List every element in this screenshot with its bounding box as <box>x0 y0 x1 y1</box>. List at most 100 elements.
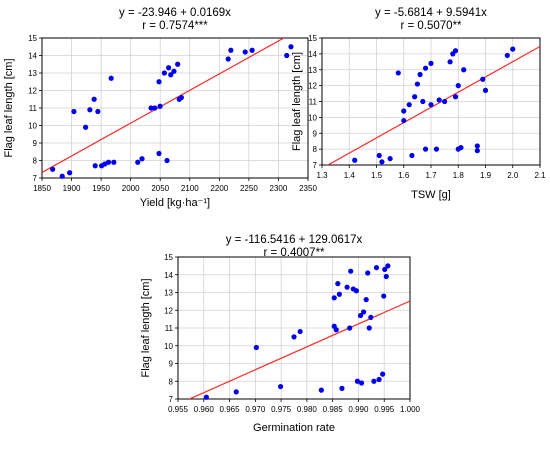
data-point <box>395 70 401 76</box>
data-point <box>175 61 181 67</box>
data-point <box>336 291 342 297</box>
data-point <box>83 124 89 130</box>
regression-equation: y = -116.5416 + 129.0617x <box>226 234 363 246</box>
data-point <box>455 83 461 89</box>
data-point <box>166 65 172 71</box>
data-point <box>363 297 369 303</box>
data-point <box>318 387 324 393</box>
y-tick-label: 8 <box>33 157 38 166</box>
x-tick-label: 2300 <box>270 184 288 193</box>
data-point <box>482 87 489 93</box>
data-point <box>228 47 234 53</box>
x-tick-label: 0.975 <box>271 405 292 414</box>
y-tick-label: 15 <box>164 253 173 262</box>
x-tick-label: 2050 <box>151 184 169 193</box>
data-point <box>383 273 389 280</box>
y-tick-label: 7 <box>169 395 174 404</box>
data-point <box>178 94 184 101</box>
data-point <box>277 383 284 390</box>
data-point <box>381 293 387 299</box>
data-point <box>417 71 423 78</box>
scatter-chart-1: 7 8 9 10 11 12 13 14 15 1850 1900 1950 2000 2050 2100 2… <box>3 7 317 209</box>
data-point <box>92 163 98 169</box>
data-point <box>331 295 337 301</box>
data-point <box>401 108 407 114</box>
data-point <box>348 268 354 274</box>
x-tick-label: 0.965 <box>220 405 241 414</box>
data-point <box>382 266 388 273</box>
x-axis-label: Germination rate <box>253 422 335 434</box>
data-point <box>401 117 407 124</box>
plot-frame <box>41 37 309 179</box>
data-point <box>354 378 361 384</box>
data-point <box>428 102 434 108</box>
y-tick-label: 9 <box>313 129 318 138</box>
y-tick-label: 11 <box>309 98 318 107</box>
data-point <box>422 65 429 71</box>
x-tick-label: 1.9 <box>480 171 492 180</box>
x-tick-label: 0.955 <box>168 405 189 414</box>
x-tick-label: 2000 <box>122 184 140 193</box>
y-axis-label: Flag leaf length [cm] <box>3 58 15 157</box>
regression-equation: y = -23.946 + 0.0169x <box>119 7 231 19</box>
y-tick-label: 14 <box>308 50 317 59</box>
data-point <box>242 49 248 55</box>
y-tick-label: 10 <box>28 122 37 131</box>
data-point <box>458 144 464 151</box>
data-point <box>452 48 459 54</box>
y-tick-label: 13 <box>28 69 37 78</box>
x-tick-label: 2100 <box>181 184 199 193</box>
data-point <box>91 96 97 102</box>
data-point <box>371 378 377 384</box>
x-tick-label: 1.5 <box>371 171 383 180</box>
x-tick-label: 1.000 <box>400 405 421 414</box>
data-point <box>352 157 358 163</box>
data-point <box>366 325 372 331</box>
y-tick-label: 8 <box>313 145 318 154</box>
data-point <box>474 148 480 154</box>
data-point <box>249 47 255 53</box>
data-point <box>385 263 391 269</box>
data-point <box>474 143 480 149</box>
data-point <box>347 325 353 331</box>
data-point <box>156 150 162 157</box>
correlation-label: r = 0.4007** <box>263 247 325 259</box>
data-point <box>95 108 101 115</box>
x-tick-label: 1.6 <box>398 171 410 180</box>
data-point <box>420 98 426 105</box>
regression-line <box>326 45 540 165</box>
y-axis-label: Flag leaf length [cm] <box>291 52 303 151</box>
data-point <box>139 156 145 162</box>
x-tick-label: 0.995 <box>374 405 395 414</box>
data-point <box>108 75 114 81</box>
data-point <box>414 81 420 87</box>
data-point <box>288 44 294 50</box>
x-tick-label: 0.990 <box>348 405 369 414</box>
x-tick-label: 1900 <box>63 184 81 193</box>
x-tick-label: 2.0 <box>507 171 519 180</box>
data-point <box>161 70 167 76</box>
plot-frame <box>321 37 541 166</box>
x-tick-label: 2.1 <box>534 171 546 180</box>
data-point <box>433 146 440 152</box>
plot-frame <box>177 256 411 400</box>
data-point <box>361 309 367 315</box>
y-tick-label: 12 <box>28 87 37 96</box>
data-point <box>164 157 170 164</box>
data-point <box>344 284 350 290</box>
x-tick-label: 2200 <box>210 184 228 193</box>
data-point <box>379 159 385 165</box>
y-tick-label: 13 <box>308 66 317 75</box>
data-point <box>71 108 77 115</box>
x-tick-label: 1.7 <box>425 171 437 180</box>
data-point <box>376 376 382 383</box>
data-point <box>87 107 93 113</box>
data-point <box>409 152 415 159</box>
x-tick-label: 0.970 <box>245 405 266 414</box>
y-tick-label: 13 <box>164 289 173 298</box>
y-axis-label: Flag leaf length [cm] <box>140 278 152 377</box>
y-tick-label: 12 <box>308 82 317 91</box>
data-point <box>339 385 345 391</box>
data-point <box>157 103 163 109</box>
